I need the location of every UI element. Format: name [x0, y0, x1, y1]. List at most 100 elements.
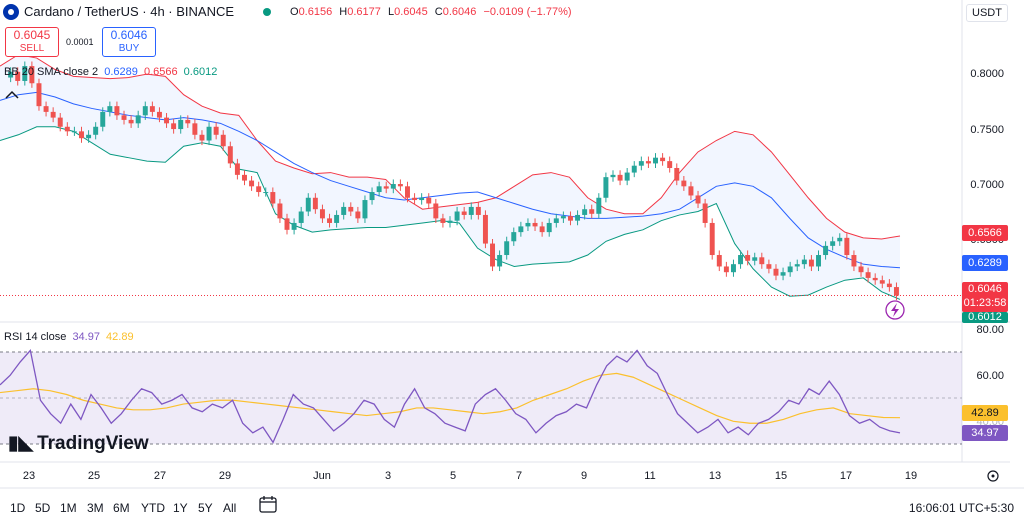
timeframe-6m[interactable]: 6M [113, 501, 130, 515]
candle-body [43, 106, 49, 112]
time-tick: 29 [218, 470, 232, 482]
candle-body [270, 192, 276, 204]
candle-body [539, 226, 545, 233]
lightning-icon[interactable] [885, 300, 905, 320]
candle-body [645, 161, 651, 164]
candle-body [482, 214, 488, 244]
candle-body [192, 123, 198, 135]
bb-lower-value: 0.6012 [183, 66, 218, 78]
chevron-up-icon[interactable] [5, 90, 19, 99]
candle-body [305, 197, 311, 212]
candle-body [752, 257, 758, 261]
candle-body [447, 220, 453, 223]
bb-upper-value: 0.6566 [143, 66, 178, 78]
candle-body [872, 277, 878, 281]
candle-body [667, 161, 673, 168]
candle-body [816, 255, 821, 267]
candle-body [575, 214, 581, 221]
candle-body [567, 216, 573, 221]
candle-body [376, 186, 382, 193]
candle-body [298, 211, 304, 223]
candle-body [121, 115, 127, 120]
currency-selector[interactable]: USDT [966, 4, 1008, 22]
candle-body [29, 66, 35, 84]
symbol-title[interactable]: Cardano / TetherUS · 4h · BINANCE [24, 4, 235, 19]
calendar-icon[interactable] [259, 496, 277, 513]
candle-body [808, 259, 814, 267]
spread-value: 0.0001 [66, 37, 94, 47]
bb-legend[interactable]: BB 20 SMA close 2 0.6289 0.6566 0.6012 [4, 66, 217, 78]
candle-body [412, 197, 418, 201]
bb-fill [0, 54, 900, 300]
candle-body [284, 218, 290, 230]
candle-body [433, 203, 439, 219]
candle-body [213, 126, 219, 135]
candle-body [461, 211, 467, 215]
bollinger-bands [0, 54, 901, 300]
candle-body [560, 216, 566, 219]
candle-body [610, 174, 616, 178]
candle-body [695, 195, 701, 204]
candle-body [291, 222, 297, 230]
price-tick: 0.7500 [970, 124, 1004, 136]
timeframe-ytd[interactable]: YTD [141, 501, 165, 515]
candle-body [185, 119, 191, 124]
candlestick-series [8, 61, 899, 301]
candle-body [220, 134, 226, 147]
time-tick: 27 [153, 470, 167, 482]
candle-body [518, 226, 524, 233]
buy-button[interactable]: 0.6046 BUY [102, 27, 156, 57]
tv-mark-icon: ▮◣ [8, 433, 34, 454]
candle-body [688, 186, 694, 196]
time-tick: 5 [449, 470, 457, 482]
timeframe-5d[interactable]: 5D [35, 501, 51, 515]
sell-button[interactable]: 0.6045 SELL [5, 27, 59, 57]
candle-body [709, 222, 715, 256]
timeframe-1m[interactable]: 1M [60, 501, 77, 515]
candle-body [787, 266, 793, 273]
change-readout: −0.0109 (−1.77%) [483, 6, 572, 18]
timeframe-1d[interactable]: 1D [10, 501, 26, 515]
timeframe-1y[interactable]: 1Y [173, 501, 188, 515]
timeframe-3m[interactable]: 3M [87, 501, 104, 515]
candle-body [79, 131, 84, 139]
candle-body [681, 180, 687, 187]
candle-body [504, 241, 510, 256]
candle-body [440, 218, 446, 223]
candle-body [603, 177, 609, 198]
settings-icon[interactable] [987, 470, 999, 482]
candle-body [589, 209, 595, 214]
candle-body [164, 117, 170, 124]
price-tick: 0.7000 [970, 179, 1004, 191]
timeframe-5y[interactable]: 5Y [198, 501, 213, 515]
candle-body [128, 119, 134, 124]
candle-body [497, 255, 503, 267]
candle-body [234, 163, 240, 175]
candle-body [454, 211, 460, 221]
timeframe-all[interactable]: All [223, 501, 237, 515]
bb-upper-tag: 0.6566 [962, 225, 1008, 241]
time-tick: 13 [708, 470, 722, 482]
candle-body [532, 222, 538, 227]
time-tick: 17 [839, 470, 853, 482]
rsi-tick: 60.00 [976, 370, 1004, 382]
candle-body [893, 287, 899, 296]
candle-body [348, 206, 354, 212]
rsi-legend[interactable]: RSI 14 close 34.97 42.89 [4, 331, 134, 343]
candle-body [794, 264, 800, 267]
candle-body [879, 280, 885, 284]
candle-body [114, 106, 120, 116]
candle-body [327, 218, 333, 223]
time-tick: 9 [580, 470, 588, 482]
rsi-ma-tag: 42.89 [962, 405, 1008, 421]
candle-body [490, 243, 495, 267]
tradingview-logo[interactable]: ▮◣ TradingView [8, 432, 149, 455]
buy-label: BUY [118, 43, 140, 54]
clock-readout[interactable]: 16:06:01 UTC+5:30 [908, 501, 1014, 515]
time-tick: 11 [644, 470, 656, 482]
buy-price: 0.6046 [110, 28, 148, 42]
candle-body [8, 71, 14, 78]
time-tick: 3 [384, 470, 392, 482]
time-tick: 25 [87, 470, 101, 482]
